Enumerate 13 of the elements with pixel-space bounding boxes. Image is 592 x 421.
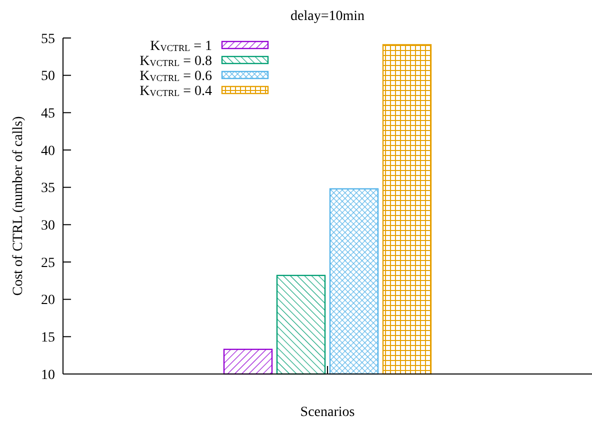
x-axis-title: Scenarios (300, 405, 355, 420)
y-tick-label: 55 (41, 32, 55, 47)
y-axis-title: Cost of CTRL (number of calls) (11, 116, 26, 296)
y-tick-label: 50 (41, 69, 55, 84)
y-tick-label: 45 (41, 106, 55, 122)
chart-title: delay=10min (290, 9, 364, 24)
y-tick-label: 20 (41, 293, 55, 308)
y-tick-label: 10 (41, 368, 55, 383)
y-tick-label: 40 (41, 144, 55, 159)
y-tick-label: 15 (41, 330, 55, 346)
y-tick-label: 25 (41, 256, 55, 271)
y-tick-label: 30 (41, 218, 55, 234)
y-tick-label: 35 (41, 181, 55, 196)
